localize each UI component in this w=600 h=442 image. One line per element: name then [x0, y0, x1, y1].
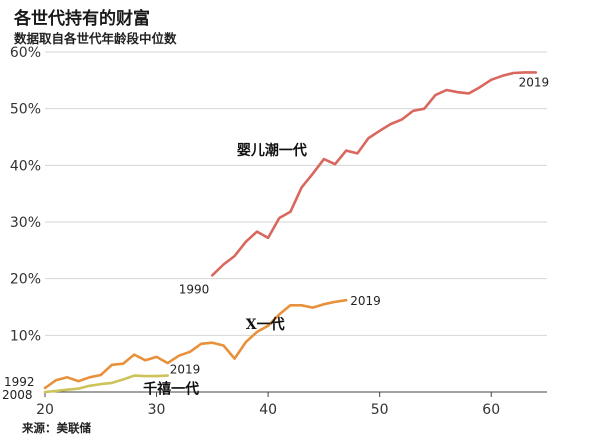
series-name-label: 婴儿潮一代 — [237, 142, 307, 159]
series-end-label: 2019 — [170, 363, 201, 377]
source-note: 来源：美联储 — [22, 421, 91, 435]
x-tick-label: 30 — [148, 402, 166, 418]
y-tick-label: 30% — [10, 215, 41, 231]
x-tick-label: 50 — [371, 402, 389, 418]
series-name-label: 千禧一代 — [143, 381, 199, 398]
series-end-label: 2019 — [519, 75, 550, 89]
series-end-label: 2019 — [350, 294, 381, 308]
series-start-label: 1990 — [179, 282, 210, 296]
series-line-genx — [43, 298, 348, 390]
y-tick-label: 40% — [10, 158, 41, 174]
x-tick-label: 40 — [259, 402, 277, 418]
series-line-boomer — [211, 71, 538, 277]
chart-title: 各世代持有的财富 — [14, 9, 150, 29]
x-tick-label: 60 — [482, 402, 500, 418]
y-tick-label: 10% — [10, 328, 41, 344]
series-name-label: X一代 — [246, 316, 285, 333]
y-tick-label: 20% — [10, 272, 41, 288]
chart-subtitle: 数据取自各世代年龄段中位数 — [14, 31, 177, 46]
y-tick-label: 50% — [10, 102, 41, 118]
x-tick-label: 20 — [36, 402, 54, 418]
series-start-label: 1992 — [4, 375, 35, 389]
series-line-millennial — [43, 374, 169, 394]
series-start-label: 2008 — [2, 388, 33, 402]
y-tick-label: 60% — [10, 45, 41, 61]
